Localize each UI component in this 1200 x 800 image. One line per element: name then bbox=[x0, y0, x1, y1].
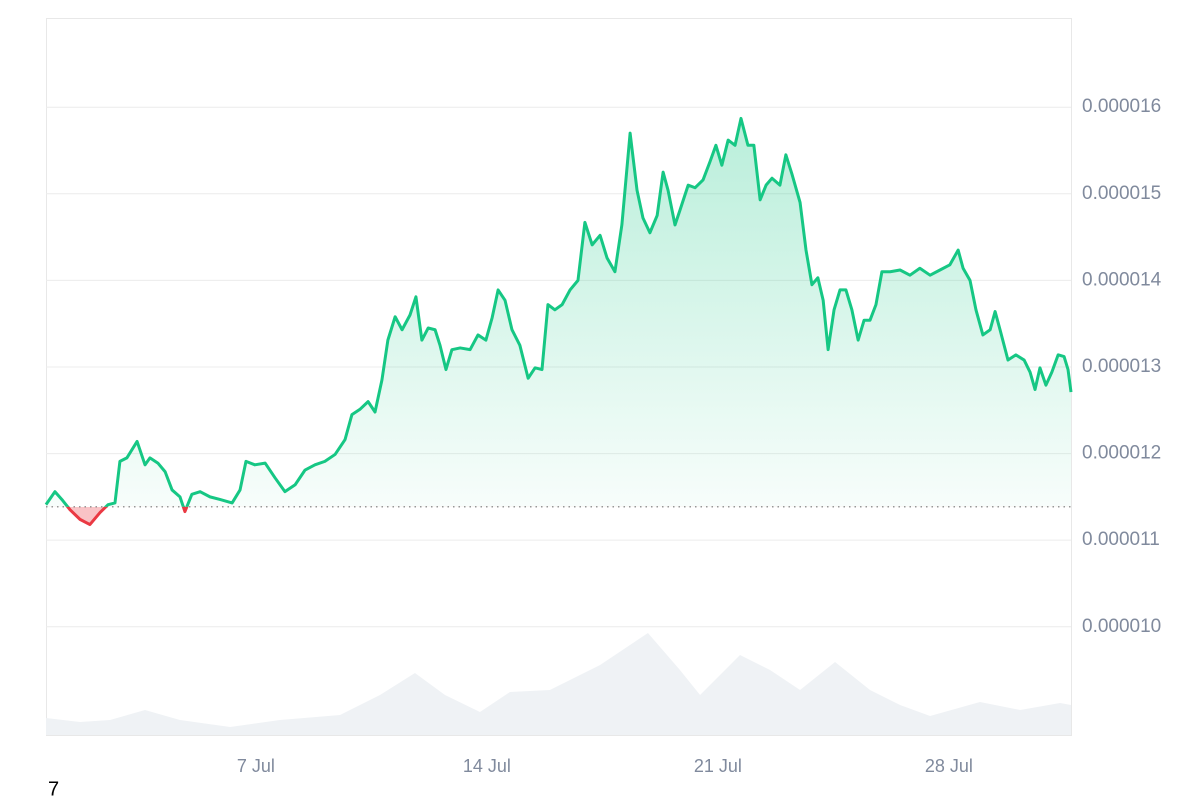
price-line-up bbox=[44, 116, 1073, 507]
y-tick-label: 0.000015 bbox=[1082, 183, 1161, 204]
plot-frame bbox=[46, 18, 1072, 736]
footnote: 7 bbox=[48, 778, 59, 800]
area-down bbox=[67, 506, 187, 525]
area-up bbox=[46, 118, 1071, 507]
x-tick-label: 7 Jul bbox=[237, 756, 275, 776]
y-tick-label: 0.000010 bbox=[1082, 616, 1161, 637]
x-tick-label: 21 Jul bbox=[694, 756, 742, 776]
x-tick-label: 28 Jul bbox=[925, 756, 973, 776]
y-tick-label: 0.000013 bbox=[1082, 356, 1161, 377]
y-tick-label: 0.000011 bbox=[1082, 529, 1160, 550]
volume-area bbox=[46, 633, 1071, 735]
y-tick-label: 0.000014 bbox=[1082, 269, 1162, 290]
y-tick-label: 0.000016 bbox=[1082, 96, 1161, 117]
y-tick-label: 0.000012 bbox=[1082, 443, 1161, 464]
x-tick-label: 14 Jul bbox=[463, 756, 511, 776]
